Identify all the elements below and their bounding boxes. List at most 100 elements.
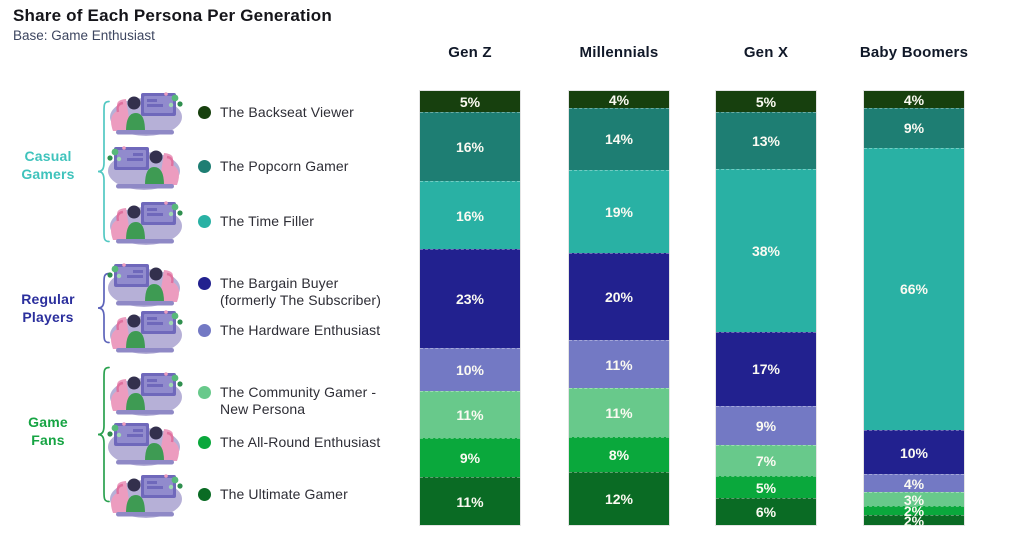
segment-the-hardware-enthusiast-baby-boomers: 4%	[864, 474, 964, 493]
persona-label: The Community Gamer - New Persona	[220, 384, 377, 417]
segment-value-label: 4%	[608, 91, 630, 108]
segment-value-label: 2%	[903, 512, 925, 529]
legend-color-dot	[198, 436, 211, 449]
bar-gen-x: 5% 13% 38% 17% 9% 7% 5% 6%	[715, 90, 817, 526]
legend-row-the-backseat-viewer: The Backseat Viewer	[104, 86, 354, 140]
persona-label: The Time Filler	[220, 213, 315, 229]
segment-the-all-round-enthusiast-baby-boomers: 2%	[864, 503, 964, 519]
segment-value-label: 11%	[456, 407, 484, 424]
segment-value-label: 16%	[455, 138, 485, 155]
persona-illustration-icon	[110, 310, 183, 354]
segment-the-time-filler-gen-x: 38%	[716, 168, 816, 333]
legend-row-the-community-gamer: The Community Gamer - New Persona	[104, 366, 376, 420]
segment-the-time-filler-baby-boomers: 66%	[864, 147, 964, 431]
segment-value-label: 9%	[903, 120, 925, 137]
group-brace-casual-gamers	[97, 100, 110, 243]
page-subtitle: Base: Game Enthusiast	[13, 28, 155, 43]
segment-value-label: 19%	[604, 203, 634, 220]
segment-value-label: 9%	[459, 450, 481, 467]
segment-the-backseat-viewer-millennials: 4%	[569, 91, 669, 109]
persona-label: The Hardware Enthusiast	[220, 322, 381, 338]
segment-the-bargain-buyer-formerly-the-subscriber-gen-z: 23%	[420, 249, 520, 348]
column-header-millennials: Millennials	[579, 44, 659, 61]
legend-color-dot	[198, 277, 211, 290]
segment-value-label: 11%	[456, 493, 484, 510]
group-label-casual-gamers: Casual Gamers	[21, 148, 75, 182]
segment-the-community-gamer-new-persona-baby-boomers: 3%	[864, 491, 964, 508]
legend-color-dot	[198, 488, 211, 501]
segment-value-label: 3%	[903, 491, 925, 508]
segment-the-ultimate-gamer-gen-z: 11%	[420, 477, 520, 525]
segment-the-bargain-buyer-formerly-the-subscriber-gen-x: 17%	[716, 332, 816, 406]
column-header-gen-z: Gen Z	[448, 44, 492, 61]
group-brace-regular-players	[97, 272, 110, 344]
segment-value-label: 12%	[604, 491, 634, 508]
segment-the-popcorn-gamer-millennials: 14%	[569, 108, 669, 170]
segment-value-label: 5%	[755, 93, 777, 110]
legend-row-the-popcorn-gamer: The Popcorn Gamer	[104, 140, 349, 194]
legend-row-the-ultimate-gamer: The Ultimate Gamer	[104, 468, 348, 522]
legend-color-dot	[198, 386, 211, 399]
persona-label: The All-Round Enthusiast	[220, 434, 381, 450]
legend-row-the-hardware-enthusiast: The Hardware Enthusiast	[104, 304, 380, 358]
legend-color-dot	[198, 160, 211, 173]
segment-value-label: 7%	[755, 453, 777, 470]
segment-value-label: 10%	[899, 444, 929, 461]
persona-illustration-icon	[107, 146, 180, 190]
column-header-baby-boomers: Baby Boomers	[859, 44, 969, 61]
persona-label: The Popcorn Gamer	[220, 158, 349, 174]
segment-the-community-gamer-new-persona-millennials: 11%	[569, 388, 669, 437]
segment-value-label: 8%	[608, 446, 630, 463]
segment-value-label: 9%	[755, 417, 777, 434]
persona-illustration-icon	[107, 422, 180, 466]
segment-value-label: 5%	[459, 93, 481, 110]
segment-the-bargain-buyer-formerly-the-subscriber-millennials: 20%	[569, 252, 669, 340]
persona-illustration-icon	[110, 474, 183, 518]
segment-the-all-round-enthusiast-gen-x: 5%	[716, 476, 816, 499]
segment-the-bargain-buyer-formerly-the-subscriber-baby-boomers: 10%	[864, 430, 964, 475]
column-header-gen-x: Gen X	[743, 44, 789, 61]
persona-illustration-icon	[110, 372, 183, 416]
segment-value-label: 38%	[751, 242, 781, 259]
page-title: Share of Each Persona Per Generation	[13, 6, 332, 25]
segment-the-backseat-viewer-gen-z: 5%	[420, 91, 520, 113]
segment-value-label: 13%	[751, 133, 781, 150]
segment-the-time-filler-gen-z: 16%	[420, 180, 520, 250]
segment-value-label: 10%	[455, 361, 485, 378]
persona-label: The Bargain Buyer (formerly The Subscrib…	[220, 275, 381, 308]
segment-the-hardware-enthusiast-gen-x: 9%	[716, 405, 816, 446]
group-label-regular-players: Regular Players	[21, 291, 75, 325]
bar-gen-z: 5% 16% 16% 23% 10% 11% 9% 11%	[419, 90, 521, 526]
segment-the-popcorn-gamer-baby-boomers: 9%	[864, 108, 964, 148]
bar-millennials: 4% 14% 19% 20% 11% 11% 8% 12%	[568, 90, 670, 526]
legend-row-the-all-round-enthusiast: The All-Round Enthusiast	[104, 416, 380, 470]
persona-illustration-icon	[110, 201, 183, 245]
segment-the-backseat-viewer-baby-boomers: 4%	[864, 91, 964, 109]
segment-the-community-gamer-new-persona-gen-x: 7%	[716, 445, 816, 477]
segment-the-hardware-enthusiast-gen-z: 10%	[420, 347, 520, 391]
group-label-game-fans: Game Fans	[28, 414, 68, 448]
segment-the-all-round-enthusiast-millennials: 8%	[569, 436, 669, 473]
segment-value-label: 6%	[755, 504, 777, 521]
segment-the-popcorn-gamer-gen-x: 13%	[716, 112, 816, 169]
legend-row-the-time-filler: The Time Filler	[104, 195, 314, 249]
segment-the-ultimate-gamer-gen-x: 6%	[716, 498, 816, 526]
segment-value-label: 11%	[605, 405, 633, 422]
persona-illustration-icon	[107, 263, 180, 307]
persona-illustration-icon	[110, 92, 183, 136]
segment-the-time-filler-millennials: 19%	[569, 169, 669, 253]
legend-color-dot	[198, 106, 211, 119]
segment-value-label: 11%	[605, 356, 633, 373]
segment-the-ultimate-gamer-millennials: 12%	[569, 472, 669, 525]
segment-value-label: 20%	[604, 288, 634, 305]
segment-the-ultimate-gamer-baby-boomers: 2%	[864, 513, 964, 529]
legend-color-dot	[198, 215, 211, 228]
segment-value-label: 14%	[604, 131, 634, 148]
segment-value-label: 66%	[899, 281, 929, 298]
segment-value-label: 23%	[455, 291, 485, 308]
segment-the-community-gamer-new-persona-gen-z: 11%	[420, 390, 520, 439]
persona-label: The Backseat Viewer	[220, 104, 354, 120]
legend-row-the-bargain-buyer: The Bargain Buyer (formerly The Subscrib…	[104, 257, 381, 311]
legend-color-dot	[198, 324, 211, 337]
